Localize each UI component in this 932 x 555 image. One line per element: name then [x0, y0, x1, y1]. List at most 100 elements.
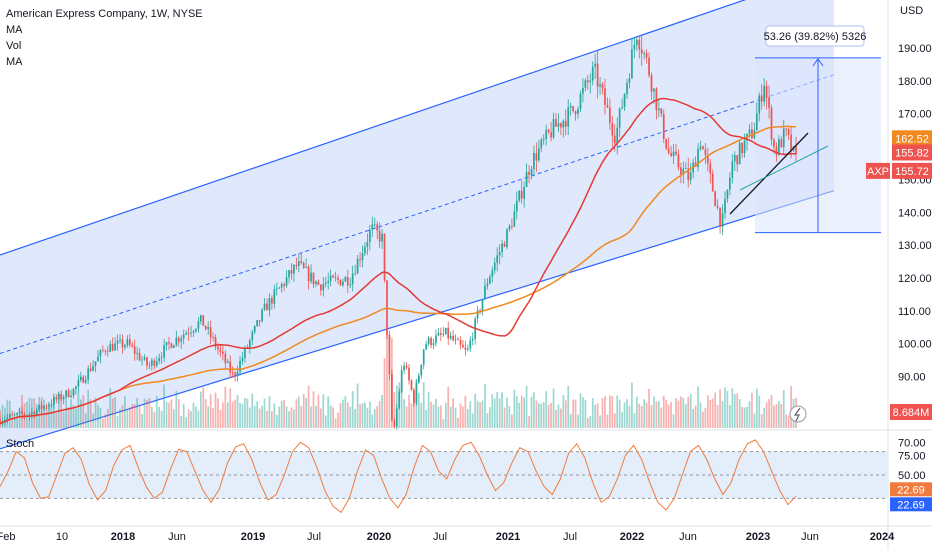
stoch-tick-label: 50.00 — [898, 470, 926, 482]
candle-body — [391, 374, 393, 421]
price-tick-label: 90.00 — [898, 372, 926, 384]
candle-body — [405, 365, 408, 368]
channel-fill — [0, 0, 835, 449]
volume-bar — [251, 393, 254, 428]
volume-bar — [87, 389, 90, 428]
volume-bar — [537, 403, 540, 428]
candle-body — [425, 344, 428, 350]
candle-body — [6, 417, 9, 420]
candle-body — [185, 333, 188, 335]
candle-body — [398, 391, 401, 409]
candle-body — [116, 340, 119, 344]
volume-bar — [111, 398, 114, 428]
volume-bar — [295, 399, 298, 428]
volume-bar — [724, 387, 726, 428]
candle-body — [104, 350, 107, 352]
volume-bar — [18, 408, 21, 428]
volume-bar — [440, 405, 442, 428]
candle-body — [155, 361, 158, 366]
candle-body — [204, 325, 207, 329]
volume-bar — [572, 399, 574, 428]
candle-body — [351, 273, 354, 285]
candle-body — [503, 243, 506, 247]
volume-bar — [638, 403, 641, 428]
candle-body — [508, 226, 511, 230]
candle-body — [339, 279, 342, 286]
volume-bar — [425, 409, 428, 428]
volume-bar — [469, 401, 472, 428]
legend-vol[interactable]: Vol — [6, 40, 22, 52]
volume-bar — [726, 390, 729, 428]
volume-bar — [104, 414, 107, 428]
volume-bar — [758, 395, 761, 428]
volume-bar — [77, 391, 80, 428]
parallel-channel[interactable] — [0, 0, 835, 450]
legend-ma-1[interactable]: MA — [6, 24, 23, 36]
volume-bar — [231, 401, 234, 428]
volume-bar — [719, 389, 721, 428]
candle-body — [680, 167, 682, 175]
symbol-tag-bg — [866, 162, 890, 179]
time-tick-label: 2024 — [870, 531, 895, 543]
volume-bar — [650, 404, 653, 428]
channel-upper-line — [0, 0, 747, 256]
volume-bar — [631, 382, 633, 428]
volume-bar — [285, 406, 288, 428]
volume-bar — [733, 393, 736, 428]
candle-body — [234, 372, 236, 377]
candle-body — [775, 146, 778, 155]
candle-body — [697, 148, 699, 167]
candle-body — [158, 358, 161, 362]
candle-body — [488, 276, 491, 284]
ma-fast-tag: 155.82 — [895, 147, 929, 159]
candle-body — [770, 107, 773, 140]
volume-bar — [640, 406, 643, 428]
volume-bar — [0, 409, 1, 428]
candle-body — [297, 261, 300, 266]
volume-bar — [334, 418, 337, 428]
volume-bar — [329, 405, 332, 428]
candle-body — [525, 172, 528, 188]
volume-bar — [476, 400, 479, 428]
volume-bar — [442, 419, 445, 428]
candle-body — [782, 128, 785, 148]
legend-ma-2[interactable]: MA — [6, 56, 23, 68]
candle-body — [202, 315, 205, 326]
candle-body — [271, 298, 273, 304]
volume-bar — [520, 395, 523, 428]
candle-body — [778, 139, 780, 155]
time-tick-label: Jul — [433, 531, 447, 543]
candle-body — [11, 414, 14, 416]
volume-bar — [697, 386, 699, 428]
candle-body — [677, 154, 680, 168]
volume-bar — [689, 394, 692, 428]
candle-body — [214, 337, 217, 347]
candle-body — [197, 321, 200, 329]
candle-body — [709, 163, 712, 174]
candle-body — [574, 111, 577, 115]
volume-bar — [354, 408, 356, 428]
volume-bar — [606, 414, 609, 428]
volume-bar — [474, 393, 477, 428]
price-range-measure[interactable]: 53.26 (39.82%) 5326 — [755, 25, 881, 234]
volume-bar — [484, 383, 486, 428]
volume-bar — [48, 403, 50, 428]
candle-body — [496, 255, 499, 263]
candle-body — [645, 53, 648, 58]
candle-body — [711, 173, 714, 192]
volume-bar — [315, 405, 317, 428]
last-price-tag: 155.72 — [895, 166, 929, 178]
time-tick-label: Jun — [801, 531, 819, 543]
candle-body — [146, 357, 148, 366]
candle-body — [613, 135, 616, 144]
candle-body — [180, 338, 183, 342]
candle-body — [562, 120, 565, 128]
volume-bar — [1, 404, 4, 428]
candle-body — [719, 207, 721, 227]
candle-body — [128, 339, 131, 345]
volume-bar — [493, 398, 496, 428]
volume-bar — [432, 404, 435, 428]
volume-bar — [601, 398, 604, 428]
candle-body — [520, 190, 523, 199]
